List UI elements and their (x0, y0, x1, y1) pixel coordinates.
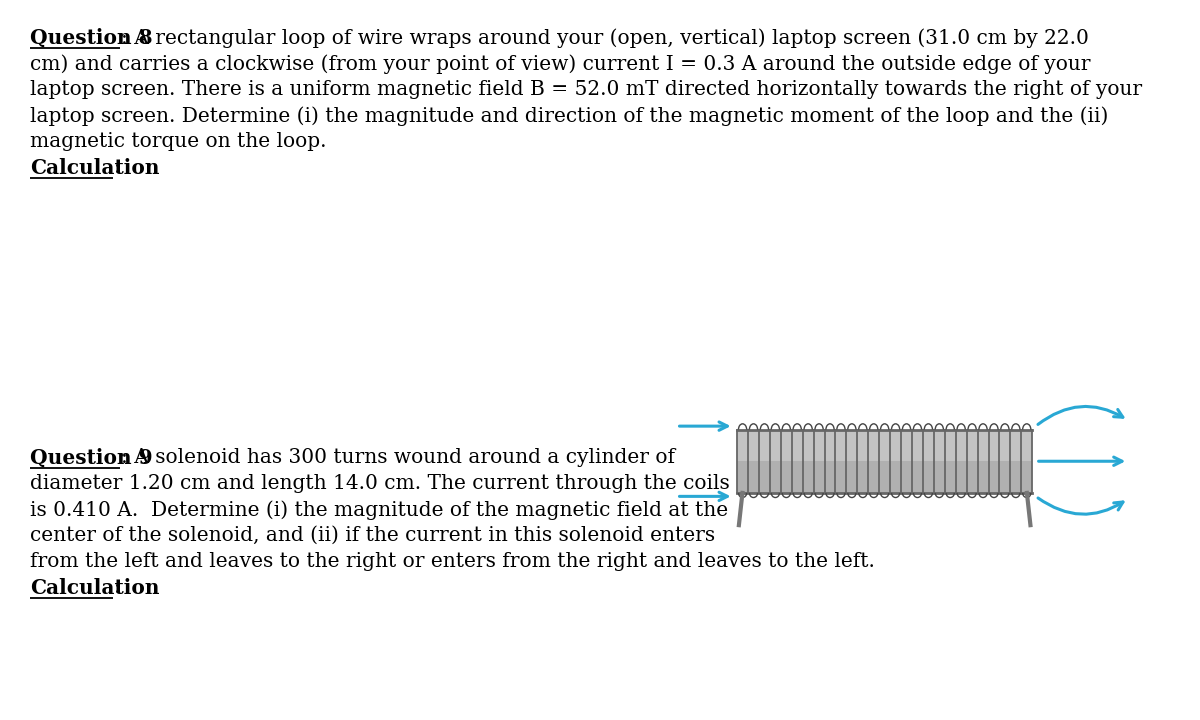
Text: from the left and leaves to the right or enters from the right and leaves to the: from the left and leaves to the right or… (30, 552, 875, 571)
Text: laptop screen. There is a uniform magnetic field B = 52.0 mT directed horizontal: laptop screen. There is a uniform magnet… (30, 80, 1142, 99)
Text: magnetic torque on the loop.: magnetic torque on the loop. (30, 132, 326, 151)
Text: is 0.410 A.  Determine (i) the magnitude of the magnetic field at the: is 0.410 A. Determine (i) the magnitude … (30, 500, 728, 520)
Text: cm) and carries a clockwise (from your point of view) current I = 0.3 A around t: cm) and carries a clockwise (from your p… (30, 54, 1091, 73)
Text: laptop screen. Determine (i) the magnitude and direction of the magnetic moment : laptop screen. Determine (i) the magnitu… (30, 106, 1109, 126)
Bar (737, 430, 1032, 462)
Text: Calculation: Calculation (30, 158, 160, 178)
Bar (737, 430, 1032, 493)
Text: :: : (114, 158, 121, 177)
Text: diameter 1.20 cm and length 14.0 cm. The current through the coils: diameter 1.20 cm and length 14.0 cm. The… (30, 474, 730, 493)
Text: Question 9: Question 9 (30, 448, 152, 468)
Text: : A solenoid has 300 turns wound around a cylinder of: : A solenoid has 300 turns wound around … (121, 448, 674, 467)
Text: Question 8: Question 8 (30, 28, 152, 48)
Text: Calculation: Calculation (30, 578, 160, 598)
Text: : A rectangular loop of wire wraps around your (open, vertical) laptop screen (3: : A rectangular loop of wire wraps aroun… (121, 28, 1088, 48)
Text: :: : (114, 578, 121, 597)
Text: center of the solenoid, and (ii) if the current in this solenoid enters: center of the solenoid, and (ii) if the … (30, 526, 715, 545)
